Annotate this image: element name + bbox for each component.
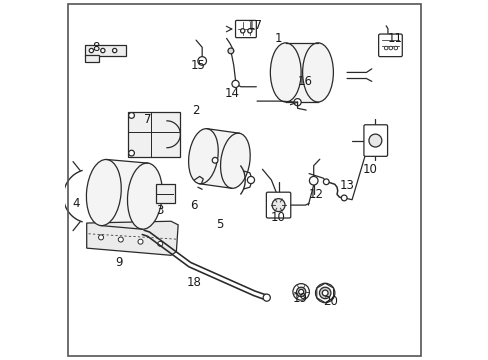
Circle shape [293, 99, 301, 106]
Circle shape [128, 150, 134, 156]
Circle shape [388, 46, 392, 50]
Circle shape [138, 239, 142, 244]
Circle shape [118, 237, 123, 242]
Ellipse shape [302, 43, 333, 102]
FancyBboxPatch shape [378, 34, 402, 57]
Circle shape [323, 179, 328, 185]
Text: 7: 7 [143, 113, 151, 126]
Circle shape [384, 46, 387, 50]
Text: 14: 14 [224, 87, 239, 100]
Circle shape [309, 176, 317, 185]
Circle shape [198, 57, 206, 65]
Circle shape [296, 287, 305, 297]
Text: 12: 12 [308, 188, 323, 201]
Circle shape [158, 241, 163, 246]
FancyBboxPatch shape [155, 184, 175, 203]
Circle shape [271, 199, 285, 212]
Text: 4: 4 [72, 197, 80, 210]
Circle shape [247, 176, 254, 184]
Text: 15: 15 [190, 59, 205, 72]
Text: 10: 10 [362, 163, 377, 176]
Text: 9: 9 [115, 256, 122, 269]
Circle shape [263, 294, 270, 301]
Circle shape [112, 48, 117, 53]
Circle shape [292, 284, 309, 300]
Text: 16: 16 [297, 75, 312, 88]
Text: 11: 11 [387, 32, 402, 45]
Circle shape [99, 235, 103, 240]
Text: 6: 6 [190, 199, 198, 212]
FancyBboxPatch shape [266, 192, 290, 218]
Circle shape [315, 283, 334, 303]
Ellipse shape [220, 133, 250, 188]
Circle shape [212, 157, 218, 163]
Circle shape [319, 287, 330, 299]
Circle shape [101, 48, 105, 53]
Circle shape [89, 48, 93, 53]
Text: 17: 17 [247, 19, 262, 32]
Text: 10: 10 [270, 211, 285, 224]
Text: 1: 1 [274, 32, 282, 45]
Circle shape [231, 80, 239, 87]
Circle shape [341, 195, 346, 201]
Text: 18: 18 [186, 276, 202, 289]
Ellipse shape [270, 43, 301, 102]
FancyBboxPatch shape [85, 55, 99, 62]
Circle shape [298, 289, 303, 294]
Text: 20: 20 [323, 296, 337, 309]
Circle shape [247, 29, 251, 33]
Circle shape [368, 134, 381, 147]
Circle shape [240, 29, 244, 33]
Polygon shape [86, 221, 178, 255]
Bar [128, 112, 180, 157]
Text: 8: 8 [92, 41, 99, 54]
Text: 19: 19 [292, 292, 307, 305]
Text: 3: 3 [156, 204, 163, 217]
FancyBboxPatch shape [363, 125, 387, 156]
Circle shape [393, 46, 397, 50]
Ellipse shape [188, 129, 218, 184]
Polygon shape [285, 43, 317, 102]
Polygon shape [199, 129, 239, 188]
Polygon shape [101, 159, 147, 229]
FancyBboxPatch shape [85, 45, 126, 56]
Ellipse shape [86, 159, 121, 226]
Ellipse shape [127, 163, 162, 229]
Circle shape [128, 113, 134, 118]
Text: 5: 5 [215, 218, 223, 231]
Text: 13: 13 [339, 179, 353, 192]
Circle shape [322, 290, 327, 296]
Circle shape [227, 48, 233, 54]
FancyBboxPatch shape [235, 21, 256, 38]
Text: 2: 2 [192, 104, 200, 117]
